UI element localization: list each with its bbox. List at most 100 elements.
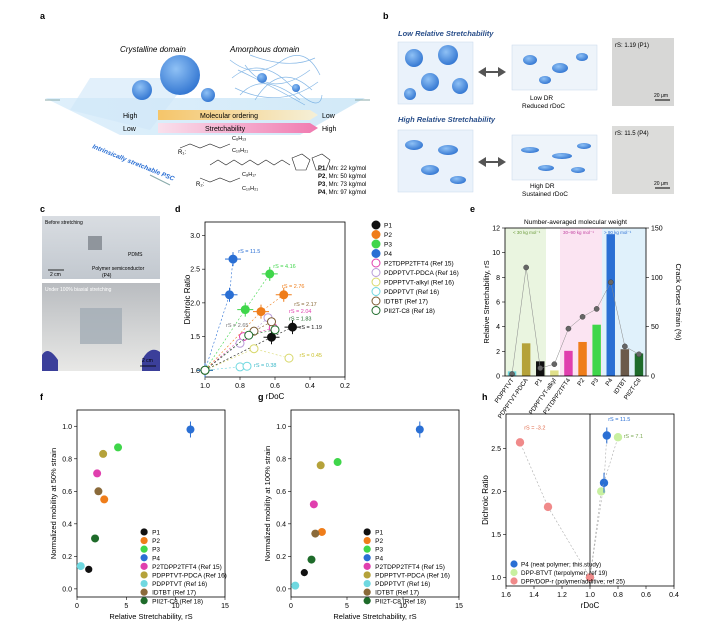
- data-point: [279, 290, 289, 300]
- legend-label: IDTBT (Ref 17): [384, 299, 428, 306]
- panel-label-c: c: [40, 204, 45, 214]
- before-stretching-label: Before stretching: [45, 220, 83, 226]
- legend-label: DPP/DOP-r (polymer/additive; ref 25): [521, 579, 625, 586]
- bar: [564, 350, 573, 376]
- x-tick-label: 10: [399, 603, 407, 610]
- x-tick-label: 5: [345, 603, 349, 610]
- category-label: P2: [576, 377, 586, 388]
- legend-label: PII2T-C8 (Ref 18): [384, 308, 435, 315]
- panel-label-f: f: [40, 392, 44, 402]
- p4-micrograph-label: rS: 11.5 (P4): [615, 131, 649, 137]
- data-point: [288, 322, 297, 332]
- x-tick-label: 0: [75, 603, 79, 610]
- region-label: > 90 kg mol⁻¹: [604, 230, 632, 235]
- legend-label: PII2T-C8 (Ref 18): [152, 598, 203, 605]
- cos-point: [636, 351, 642, 358]
- data-point: [235, 338, 245, 348]
- polymer-mn-item: P4, Mn: 97 kg/mol: [318, 190, 366, 196]
- rs-annotation: rS = -3.2: [524, 425, 545, 431]
- region-label: < 30 kg mol⁻¹: [513, 230, 541, 235]
- legend-marker: [140, 536, 148, 545]
- rs-annotation: rS = 7.1: [624, 434, 643, 440]
- cos-point: [622, 343, 628, 350]
- crystalline-domain-label: Crystalline domain: [120, 45, 186, 54]
- data-point: [76, 562, 85, 571]
- chart-d: 1.0 0.8 0.6 0.4 0.2 1.0 1.5 2.0 2.5 3.0 rDoC Dichro…: [183, 220, 459, 401]
- legend-marker: [371, 296, 381, 306]
- polymer-semiconductor-label: Polymer semiconductor: [92, 266, 145, 272]
- rs-annotation: rS = 11.5: [238, 249, 260, 255]
- bar: [578, 341, 587, 376]
- y-tick-label: 6: [496, 300, 500, 307]
- crystalline-sphere-small: [132, 80, 152, 100]
- low-rs-spheres: [404, 45, 468, 100]
- rs-annotation: rS = 0.45: [300, 353, 322, 359]
- p4-micrograph: [612, 126, 674, 194]
- x-axis-label: rDoC: [266, 392, 285, 401]
- high-right-label: High: [322, 126, 337, 133]
- polymer-mn: , Mn: 97 kg/mol: [325, 190, 366, 196]
- category-label: P1: [534, 377, 544, 388]
- y-tick-label: 0.0: [276, 586, 286, 593]
- legend-label: PDPPTVT (Ref 16): [152, 581, 207, 588]
- data-point: [543, 502, 553, 512]
- legend-marker: [140, 571, 148, 579]
- r2-sub-bottom: C₁₀H₂₁: [242, 186, 258, 192]
- amorphous-domain-label: Amorphous domain: [229, 45, 300, 54]
- low-dr-label: Low DR: [530, 95, 553, 102]
- x-tick-label: 5: [124, 603, 128, 610]
- legend-marker: [140, 579, 148, 588]
- crystalline-sphere-large: [160, 55, 200, 95]
- data-point: [316, 461, 325, 470]
- high-stretched-ellipses: [521, 143, 591, 173]
- data-point: [242, 361, 252, 371]
- rs-annotation: rS = 2.76: [282, 284, 304, 290]
- legend-label: DPP-BTVT (terpolymer; ref 19): [521, 570, 607, 577]
- data-point: [91, 534, 100, 543]
- bar: [592, 324, 601, 376]
- data-point: [256, 307, 266, 317]
- cos-point: [579, 313, 586, 320]
- panel-c-photos: Before stretching PDMS Polymer semicondu…: [42, 216, 160, 371]
- region-label: 30–90 kg mol⁻¹: [563, 230, 594, 235]
- y2-tick-label: 100: [651, 275, 663, 282]
- stretchability-label: Stretchability: [205, 126, 246, 133]
- legend-marker: [371, 258, 381, 268]
- legend-label: P2: [152, 538, 160, 545]
- data-point: [267, 332, 276, 342]
- polymer-mn-item: P3, Mn: 73 kg/mol: [318, 182, 366, 188]
- legend-marker: [363, 536, 371, 545]
- x-tick-label: 0.8: [235, 383, 245, 390]
- legend-label: P3: [384, 242, 392, 249]
- legend-marker: [140, 554, 148, 562]
- panel-b-schematic: Low Relative Stretchability High Relativ…: [397, 29, 674, 198]
- x-tick-label: 1.0: [585, 592, 595, 599]
- legend-label: P4: [375, 555, 383, 562]
- panel-label-d: d: [175, 204, 181, 214]
- series-line: [204, 326, 293, 371]
- data-point: [299, 568, 309, 578]
- legend-label: PDPPTVT (Ref 16): [375, 581, 430, 588]
- y-tick-label: 3.0: [190, 233, 200, 240]
- cos-point: [565, 325, 572, 332]
- crystalline-sphere-tiny: [201, 88, 215, 102]
- data-point: [597, 487, 606, 496]
- data-point: [415, 425, 424, 434]
- legend-marker: [510, 577, 518, 585]
- legend-marker: [363, 545, 371, 553]
- data-point: [114, 443, 123, 452]
- data-point: [515, 438, 525, 447]
- x-axis-label: Relative Stretchability, rS: [333, 612, 416, 621]
- glove-left: [42, 351, 58, 371]
- legend-label: P4 (neat polymer; this study): [521, 562, 601, 569]
- chart-f: 0 5 10 15 0.0 0.2 0.4 0.6 0.8 1.0 Relative Stretch…: [49, 409, 229, 621]
- double-arrow-bottom: [478, 157, 506, 167]
- high-left-label: High: [123, 113, 138, 120]
- sustained-rdoc-label: Sustained rDoC: [522, 191, 568, 198]
- x-tick-label: 0.4: [669, 592, 679, 599]
- legend-label: P4: [152, 555, 160, 562]
- legend-label: P2TDPP2TFT4 (Ref 15): [375, 564, 445, 571]
- data-point: [333, 458, 342, 467]
- legend-label: PDPPTVT-PDCA (Ref 16): [384, 270, 459, 277]
- x-tick-label: 0.4: [305, 383, 315, 390]
